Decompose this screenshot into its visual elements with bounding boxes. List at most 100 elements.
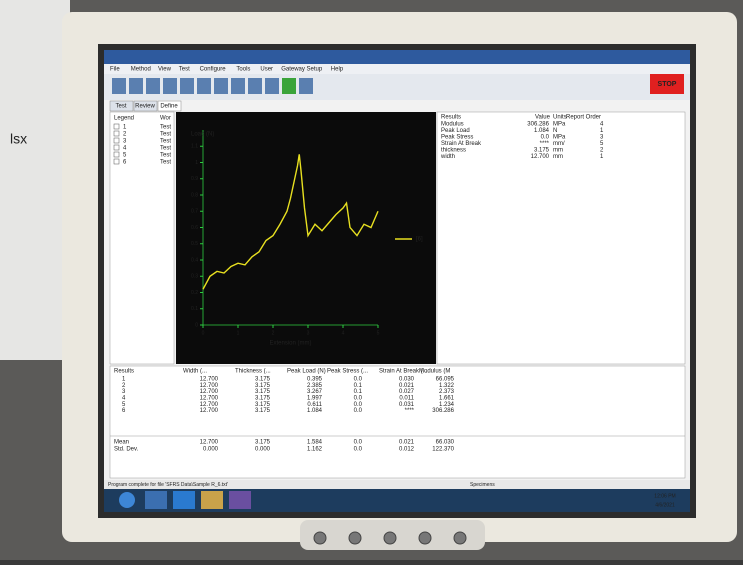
- table-cell: 3.175: [255, 395, 271, 401]
- legend-label: Test: [160, 146, 171, 152]
- clock-date: 4/6/2021: [655, 502, 675, 508]
- table-cell: 0.611: [307, 402, 322, 408]
- table-cell: 0.030: [399, 377, 415, 383]
- y-axis-label: Load (N): [191, 132, 214, 138]
- specimens-label[interactable]: Specimens: [470, 482, 495, 488]
- tab-label[interactable]: Test: [115, 104, 126, 110]
- results-cell: Modulus: [441, 122, 464, 128]
- results-cell: 0.0: [541, 135, 550, 141]
- monitor-button[interactable]: [419, 532, 431, 544]
- menu-item[interactable]: User: [260, 67, 273, 73]
- toolbar-button[interactable]: [180, 78, 194, 94]
- results-cell: 3.175: [534, 148, 550, 154]
- legend-label: Test: [160, 125, 171, 131]
- menu-item[interactable]: Tools: [236, 67, 250, 73]
- legend-label: Test: [160, 153, 171, 159]
- table-cell: 12.700: [200, 402, 219, 408]
- menu-item[interactable]: Method: [131, 67, 151, 73]
- legend-checkbox[interactable]: [114, 131, 119, 136]
- toolbar-button[interactable]: [248, 78, 262, 94]
- results-cell: width: [440, 154, 455, 160]
- taskbar-app[interactable]: [145, 491, 167, 509]
- table-cell: 0.027: [399, 389, 415, 395]
- legend-checkbox[interactable]: [114, 138, 119, 143]
- legend-label: Test: [160, 139, 171, 145]
- monitor-button[interactable]: [314, 532, 326, 544]
- toolbar-button[interactable]: [299, 78, 313, 94]
- y-tick-label: 0.2: [191, 290, 198, 296]
- taskbar-app[interactable]: [201, 491, 223, 509]
- menu-item[interactable]: Configure: [200, 67, 227, 73]
- toolbar-button[interactable]: [112, 78, 126, 94]
- menu-item[interactable]: Help: [331, 67, 344, 73]
- menu-item[interactable]: View: [158, 67, 172, 73]
- menu-item[interactable]: File: [110, 67, 120, 73]
- results-cell: Peak Load: [441, 128, 470, 134]
- y-tick-label: 0.5: [191, 241, 198, 247]
- legend-label: Test: [160, 132, 171, 138]
- toolbar-button[interactable]: [129, 78, 143, 94]
- table-header: Peak Load (N): [287, 369, 326, 375]
- toolbar-button[interactable]: [197, 78, 211, 94]
- table-header: Modulus (M: [419, 369, 450, 375]
- table-cell: 0.1: [354, 383, 363, 389]
- table-header: Thickness (...: [235, 369, 271, 375]
- legend-checkbox[interactable]: [114, 152, 119, 157]
- table-cell: 3.267: [307, 389, 323, 395]
- legend-header: Legend: [114, 116, 134, 122]
- legend-checkbox[interactable]: [114, 145, 119, 150]
- table-cell: 1.661: [439, 395, 455, 401]
- y-tick-label: 0.3: [191, 274, 198, 280]
- x-tick-label: 2: [272, 330, 275, 336]
- summary-cell: 1.584: [307, 440, 323, 446]
- table-cell: 1.084: [307, 408, 323, 414]
- toolbar-button[interactable]: [265, 78, 279, 94]
- results-cell: ****: [540, 141, 550, 147]
- table-cell: 12.700: [200, 408, 219, 414]
- summary-cell: 0.012: [399, 447, 415, 453]
- summary-cell: 66.030: [436, 440, 455, 446]
- legend-checkbox[interactable]: [114, 124, 119, 129]
- table-cell: 1.322: [439, 383, 455, 389]
- legend-checkbox[interactable]: [114, 159, 119, 164]
- table-cell: 12.700: [200, 383, 219, 389]
- menu-item[interactable]: Gateway Setup: [281, 67, 323, 73]
- toolbar-button[interactable]: [282, 78, 296, 94]
- table-cell: 0.031: [399, 402, 415, 408]
- toolbar-button[interactable]: [214, 78, 228, 94]
- tab-label[interactable]: Review: [135, 104, 155, 110]
- toolbar-button[interactable]: [231, 78, 245, 94]
- toolbar-button[interactable]: [163, 78, 177, 94]
- results-cell: 1.084: [534, 128, 550, 134]
- x-tick-label: 4: [342, 330, 345, 336]
- background-text: lsx: [10, 131, 27, 147]
- monitor-button[interactable]: [454, 532, 466, 544]
- table-cell: 2.373: [439, 389, 455, 395]
- y-tick-label: 0.4: [191, 257, 198, 263]
- monitor-button[interactable]: [384, 532, 396, 544]
- tab-label[interactable]: Define: [160, 104, 178, 110]
- summary-cell: 3.175: [255, 440, 271, 446]
- results-cell: mm: [553, 154, 563, 160]
- results-cell: MPa: [553, 122, 566, 128]
- start-button[interactable]: [119, 492, 135, 508]
- results-cell: 306.286: [527, 122, 549, 128]
- toolbar-button[interactable]: [146, 78, 160, 94]
- table-cell: 3.175: [255, 377, 271, 383]
- summary-cell: 122.370: [432, 447, 454, 453]
- table-cell: 0.0: [354, 408, 363, 414]
- table-header: Peak Stress (...: [327, 369, 368, 375]
- monitor-button[interactable]: [349, 532, 361, 544]
- table-cell: 306.286: [432, 408, 454, 414]
- stop-label[interactable]: STOP: [658, 81, 677, 88]
- taskbar-app[interactable]: [229, 491, 251, 509]
- results-header: Units: [553, 115, 567, 121]
- y-tick-label: 1.1: [191, 144, 198, 150]
- results-cell: Strain At Break: [441, 141, 482, 147]
- title-bar: [104, 50, 690, 64]
- taskbar-app[interactable]: [173, 491, 195, 509]
- results-header: Results: [441, 115, 461, 121]
- specimen-table: [110, 366, 685, 478]
- photo: lsx STOP File Method View Test Configure Tool…: [0, 0, 743, 560]
- menu-item[interactable]: Test: [179, 67, 190, 73]
